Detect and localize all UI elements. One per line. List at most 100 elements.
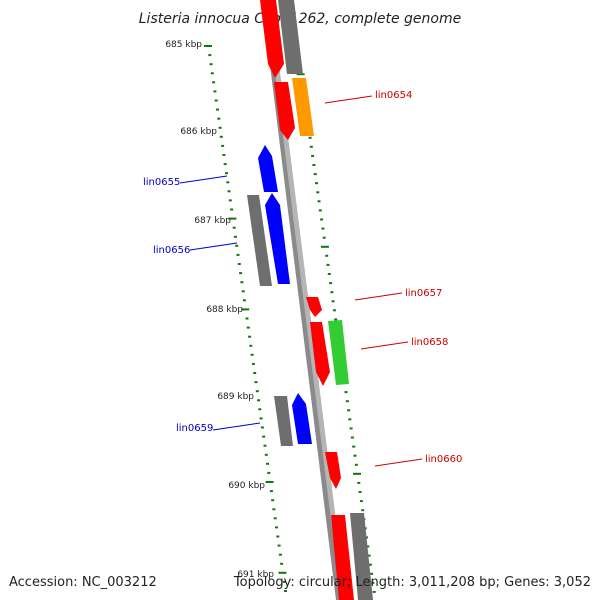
gene-feature-red[interactable] <box>310 322 330 386</box>
minor-tick <box>368 563 372 566</box>
gene-label-lin0657[interactable]: lin0657 <box>405 288 442 299</box>
minor-tick <box>334 318 338 321</box>
gene-feature-gray[interactable] <box>350 513 373 600</box>
minor-tick <box>233 235 237 238</box>
gene-feature-lin0655[interactable] <box>258 145 278 192</box>
minor-tick <box>212 81 216 84</box>
major-tick <box>296 73 305 76</box>
minor-tick <box>345 400 349 403</box>
minor-tick <box>239 272 243 275</box>
minor-tick <box>271 499 275 502</box>
minor-tick <box>372 590 376 593</box>
minor-tick <box>221 144 225 147</box>
minor-tick <box>357 481 361 484</box>
minor-tick <box>366 545 370 548</box>
minor-tick <box>255 390 259 393</box>
major-tick <box>228 217 237 220</box>
gene-feature-lin0659[interactable] <box>292 393 312 444</box>
minor-tick <box>358 491 362 493</box>
backbone-strand-outer <box>262 0 342 600</box>
minor-tick <box>317 200 321 203</box>
minor-tick <box>321 227 325 230</box>
minor-tick <box>311 154 315 157</box>
minor-tick <box>316 191 320 194</box>
minor-tick <box>235 244 239 247</box>
minor-tick <box>248 335 252 338</box>
minor-tick <box>210 72 214 75</box>
minor-tick <box>315 182 318 185</box>
major-tick <box>278 571 287 574</box>
minor-tick <box>263 444 267 447</box>
minor-tick <box>217 117 221 120</box>
minor-tick <box>253 372 257 374</box>
gene-feature-lin0656[interactable] <box>265 193 290 284</box>
scale-label: 688 kbp <box>206 305 243 315</box>
minor-tick <box>322 236 326 239</box>
major-tick <box>204 45 212 47</box>
minor-tick <box>258 408 262 411</box>
leader-line <box>360 341 409 350</box>
leader-line <box>189 242 238 251</box>
minor-tick <box>260 426 264 429</box>
major-tick <box>320 245 329 248</box>
gene-feature-gray[interactable] <box>274 396 293 446</box>
gene-label-lin0656[interactable]: lin0656 <box>153 245 190 256</box>
leader-line <box>212 422 261 431</box>
scale-label: 690 kbp <box>228 481 265 491</box>
gene-label-lin0659[interactable]: lin0659 <box>176 423 213 434</box>
minor-tick <box>228 199 232 202</box>
minor-tick <box>219 135 223 138</box>
minor-tick <box>350 436 354 439</box>
gene-feature-lin0660[interactable] <box>325 452 341 489</box>
minor-tick <box>282 580 286 583</box>
minor-tick <box>332 309 336 312</box>
minor-tick <box>213 90 217 93</box>
gene-feature-red[interactable] <box>260 0 284 78</box>
leader-line <box>354 292 403 301</box>
gene-label-lin0658[interactable]: lin0658 <box>411 337 448 348</box>
minor-tick <box>259 417 263 420</box>
gene-features <box>247 0 373 600</box>
scale-label: 687 kbp <box>194 216 231 226</box>
minor-tick <box>353 454 357 457</box>
minor-tick <box>218 126 222 129</box>
minor-tick <box>208 54 212 57</box>
minor-tick <box>227 190 231 193</box>
gene-feature-lin0658[interactable] <box>328 320 349 385</box>
minor-tick <box>309 145 313 148</box>
minor-tick <box>352 445 356 448</box>
gene-label-lin0660[interactable]: lin0660 <box>425 454 462 465</box>
gene-label-lin0655[interactable]: lin0655 <box>143 177 180 188</box>
minor-tick <box>308 136 312 139</box>
minor-tick <box>237 263 241 265</box>
gene-feature-lin0654[interactable] <box>292 78 314 136</box>
minor-tick <box>331 300 335 303</box>
scale-labels: 685 kbp 686 kbp 687 kbp 688 kbp 689 kbp … <box>165 40 274 580</box>
gene-feature-red[interactable] <box>274 82 295 140</box>
gene-feature-gray[interactable] <box>247 195 272 286</box>
minor-tick <box>280 562 284 565</box>
scale-label: 689 kbp <box>217 392 254 402</box>
scale-label: 691 kbp <box>237 570 274 580</box>
minor-tick <box>251 362 255 365</box>
minor-tick <box>276 535 280 538</box>
minor-tick <box>330 291 334 294</box>
minor-tick <box>370 572 374 575</box>
minor-tick <box>241 290 245 293</box>
gene-label-lin0654[interactable]: lin0654 <box>375 90 412 101</box>
minor-tick <box>225 172 228 175</box>
minor-tick <box>325 254 329 257</box>
minor-tick <box>318 209 322 212</box>
minor-tick <box>216 108 219 111</box>
minor-tick <box>359 500 363 503</box>
minor-tick <box>326 263 330 266</box>
minor-tick <box>361 509 365 512</box>
gene-feature-gray[interactable] <box>278 0 303 74</box>
minor-tick <box>367 554 371 557</box>
genome-summary-text: Topology: circular; Length: 3,011,208 bp… <box>233 575 591 590</box>
gene-feature-lin0657[interactable] <box>306 297 322 317</box>
major-tick <box>265 481 274 483</box>
scale-label: 685 kbp <box>165 40 202 50</box>
gene-feature-red[interactable] <box>331 515 354 600</box>
